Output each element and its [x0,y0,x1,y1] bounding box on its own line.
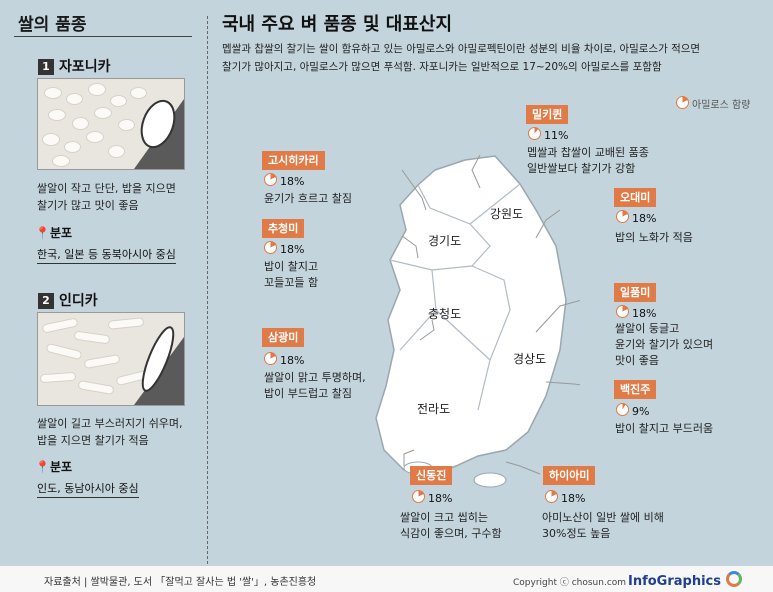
map-outline [375,155,567,477]
variety-badge-haiami: 하이아미 [543,466,596,485]
variety-amylose: 18% [616,210,656,225]
japonica-description: 쌀알이 작고 단단, 밥을 지으면 찰기가 많고 맛이 좋음 [37,182,176,212]
variety-badge-sindongjin: 신동진 [410,466,453,485]
amylose-pie-icon [264,241,277,254]
variety-amylose: 18% [412,490,452,505]
variety-note: 윤기가 흐르고 찰짐 [264,192,352,205]
copyright-text: Copyright ⓒ chosun.com [513,578,627,588]
variety-amylose: 18% [264,352,304,367]
variety-amylose: 18% [545,490,585,505]
variety-badge-koshihikari: 고시히카리 [262,151,325,170]
intro-text: 멥쌀과 찹쌀의 찰기는 쌀이 함유하고 있는 아밀로스와 아밀로펙틴이란 성분의… [222,43,701,73]
amylose-pie-icon [616,210,629,223]
rice-grain-closeup-icon [134,99,184,169]
variety-badge-chucheongmi: 추청미 [262,219,305,238]
indica-distribution-value: 인도, 동남아시아 중심 [37,480,139,498]
amylose-pie-icon [545,490,558,503]
type-heading-indica: 2 인디카 [38,290,98,310]
left-title-divider [14,36,192,37]
region-label-gyeonggi: 경기도 [428,234,462,248]
japonica-rice-photo [37,78,185,170]
variety-amylose: 18% [264,173,304,188]
amylose-pie-icon [616,305,629,318]
japonica-distribution-value: 한국, 일본 등 동북아시아 중심 [37,246,176,264]
variety-amylose: 9% [616,403,649,418]
variety-note: 밥이 찰지고 꼬들꼬들 함 [264,260,319,289]
variety-note: 아미노산이 일반 쌀에 비해 30%정도 높음 [542,511,664,540]
region-label-jeolla: 전라도 [417,402,451,416]
left-panel-title: 쌀의 품종 [18,15,87,35]
amylose-pie-icon [676,96,689,109]
indica-description: 쌀알이 길고 부스러지기 쉬우며, 밥을 지으면 찰기가 적음 [37,417,183,447]
amylose-legend: 아밀로스 함량 [676,96,750,111]
type-name: 자포니카 [59,59,111,75]
amylose-pie-icon [264,173,277,186]
map-pin-icon: 📍 [35,226,50,240]
variety-note: 쌀알이 둥글고 윤기와 찰기가 있으며 맛이 좋음 [615,322,714,367]
variety-badge-odaemi: 오대미 [614,188,657,207]
indica-distribution-heading: 📍분포 [35,460,73,474]
amylose-pie-icon [616,403,629,416]
region-label-gyeongsang: 경상도 [513,352,547,366]
footer-bar [0,566,773,592]
amylose-pie-icon [264,352,277,365]
variety-amylose: 11% [528,127,568,142]
korea-map [375,154,580,488]
rice-grain-closeup-icon [134,326,184,405]
type-name: 인디카 [59,293,98,309]
variety-badge-baekjinju: 백진주 [614,380,657,399]
infographics-logo: InfoGraphics [628,571,742,589]
variety-note: 쌀알이 맑고 투명하며, 밥이 부드럽고 찰짐 [264,371,366,400]
type-heading-japonica: 1 자포니카 [38,56,111,76]
variety-note: 밥이 찰지고 부드러움 [615,422,714,435]
amylose-pie-icon [412,490,425,503]
source-credit: 자료출처 | 쌀박물관, 도서 「잘먹고 잘사는 법 '쌀'」, 농촌진흥청 [44,577,317,588]
logo-ring-icon [725,571,742,587]
main-title: 국내 주요 벼 품종 및 대표산지 [222,14,453,35]
indica-rice-photo [37,312,185,406]
panel-divider [207,16,209,564]
variety-badge-samgwangmi: 삼광미 [262,328,305,347]
variety-note: 멥쌀과 찹쌀이 교배된 품종 일반쌀보다 찰기가 강함 [527,146,649,175]
map-pin-icon: 📍 [35,460,50,474]
variety-note: 쌀알이 크고 씹히는 식감이 좋으며, 구수함 [400,511,502,540]
region-label-chungcheong: 충청도 [428,307,462,321]
type-number-badge: 2 [38,293,54,309]
variety-badge-milkyqueen: 밀키퀸 [526,105,569,124]
variety-amylose: 18% [264,241,304,256]
amylose-pie-icon [528,127,541,140]
variety-amylose: 18% [616,305,656,320]
type-number-badge: 1 [38,59,54,75]
variety-note: 밥의 노화가 적음 [615,231,693,244]
variety-badge-ilpummi: 일품미 [614,283,657,302]
region-label-gangwon: 강원도 [490,207,524,221]
japonica-distribution-heading: 📍분포 [35,226,73,240]
